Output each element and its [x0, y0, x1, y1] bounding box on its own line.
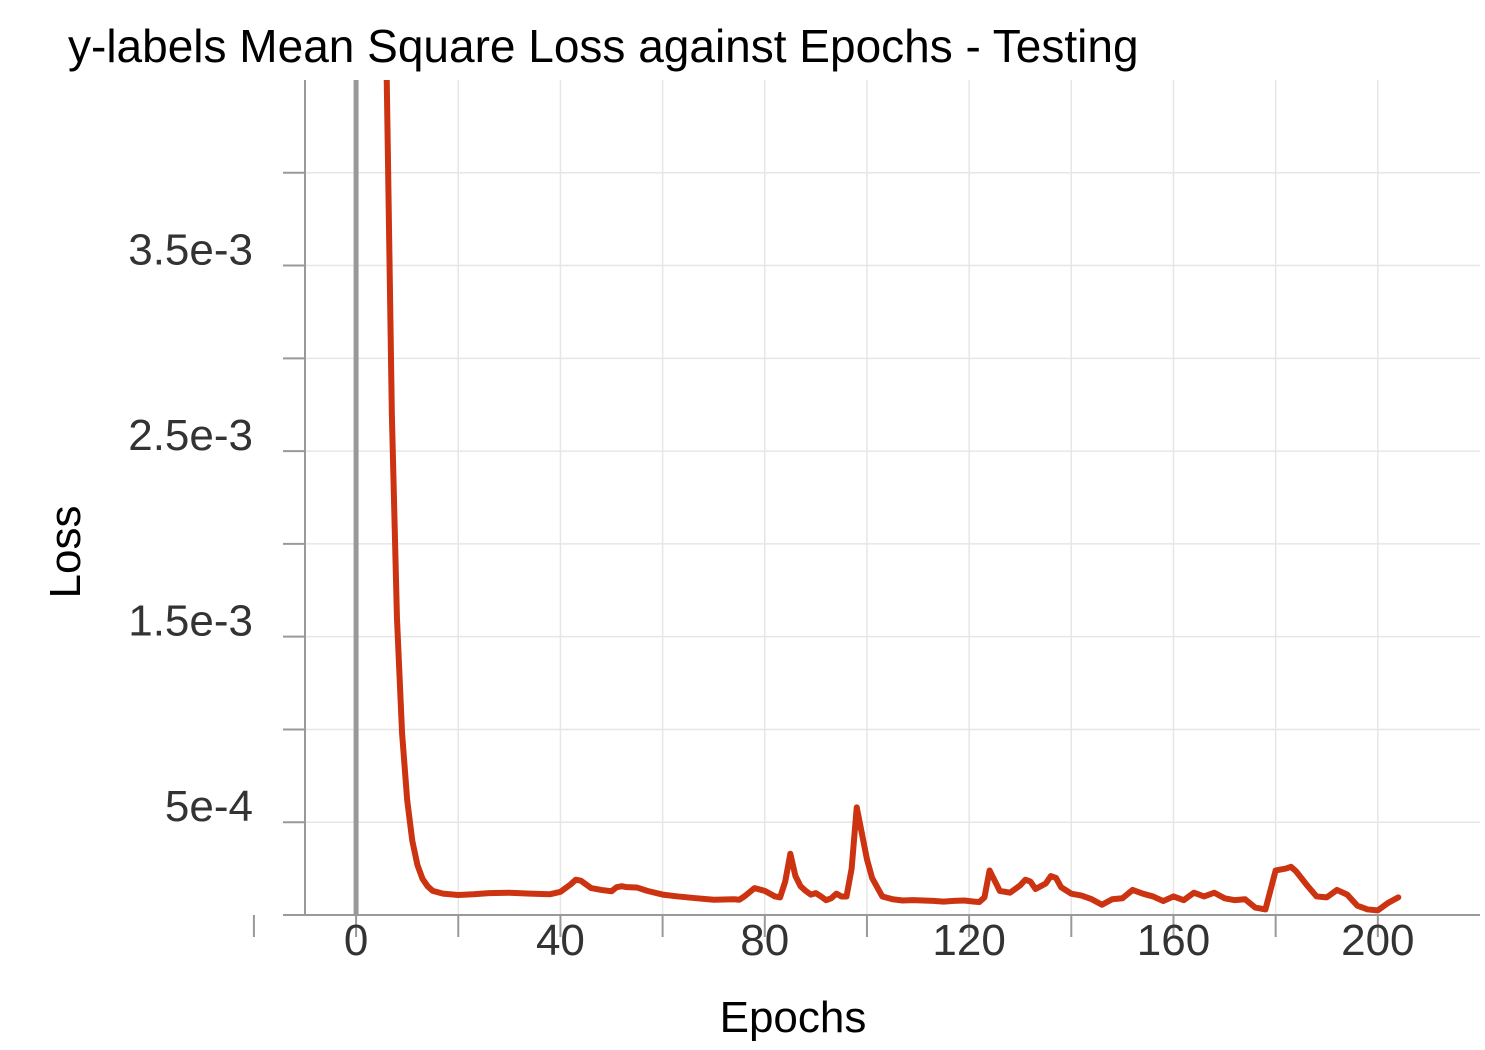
y-tick-label: 3.5e-3: [128, 226, 253, 275]
chart-title: y-labels Mean Square Loss against Epochs…: [68, 20, 1139, 72]
y-tick-label: 5e-4: [165, 782, 253, 831]
series: [383, 80, 1402, 914]
y-axis-label: Loss: [41, 506, 90, 599]
x-tick-label: 80: [740, 916, 789, 965]
axes: [252, 80, 1480, 937]
tick-labels: 0 40 80 120 160 200 5e-4 1.5e-3 2.5e-3 3.5e-3: [128, 226, 1414, 965]
x-tick-label: 200: [1341, 916, 1414, 965]
x-axis-label: Epochs: [720, 993, 867, 1042]
x-tick-label: 120: [932, 916, 1005, 965]
series-line: [383, 80, 1402, 914]
x-tick-label: 160: [1137, 916, 1210, 965]
x-tick-label: 40: [536, 916, 585, 965]
y-tick-label: 1.5e-3: [128, 597, 253, 646]
grid: [305, 80, 1480, 915]
x-tick-label: 0: [344, 916, 368, 965]
y-tick-label: 2.5e-3: [128, 411, 253, 460]
